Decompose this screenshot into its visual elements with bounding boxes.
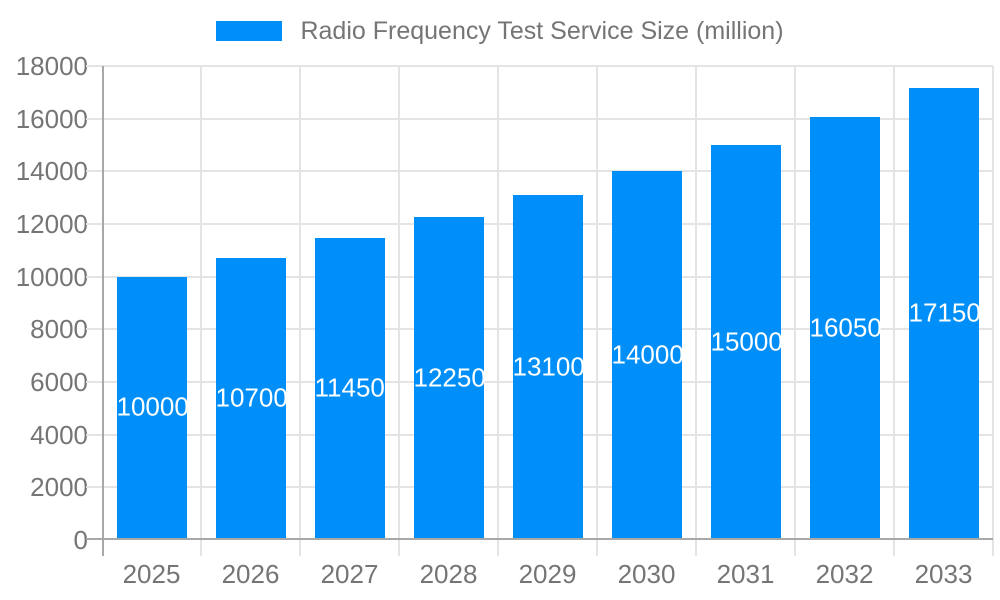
y-tick-label: 4000 <box>30 419 88 450</box>
bar-value-label: 17150 <box>908 297 981 328</box>
y-tick-label: 8000 <box>30 314 88 345</box>
bar-value-label: 11450 <box>314 372 385 403</box>
gridline-horizontal <box>86 65 993 67</box>
gridline-vertical <box>695 66 697 556</box>
x-tick-label: 2026 <box>221 559 280 589</box>
x-tick-label: 2028 <box>419 559 478 589</box>
bar-value-label: 14000 <box>611 339 684 370</box>
bar[interactable]: 16050 <box>809 117 882 538</box>
bar-value-label: 16050 <box>809 312 882 343</box>
y-tick-label: 2000 <box>30 472 88 503</box>
y-tick-label: 10000 <box>15 261 88 292</box>
x-tick-label: 2029 <box>518 559 577 589</box>
gridline-vertical <box>992 66 994 556</box>
x-tick-label: 2027 <box>320 559 379 589</box>
bar[interactable]: 11450 <box>314 238 385 538</box>
y-tick-label: 14000 <box>15 156 88 187</box>
x-axis-labels: 2025 2026 2027 2028 2029 2030 2031 2032 2033 <box>102 558 993 590</box>
x-tick-label: 2030 <box>617 559 676 589</box>
x-tick-label: 2032 <box>815 559 874 589</box>
x-axis-line <box>86 538 993 540</box>
bar-value-label: 12250 <box>413 362 486 393</box>
gridline-vertical <box>398 66 400 556</box>
bar-value-label: 10000 <box>116 391 189 422</box>
gridline-horizontal <box>86 117 993 120</box>
bar-value-label: 13100 <box>512 351 585 382</box>
bar[interactable]: 17150 <box>908 88 981 538</box>
bar[interactable]: 10000 <box>116 276 189 538</box>
plot-area: 10000 10700 11450 12250 13100 14000 15000 16050… <box>86 65 994 556</box>
gridline-vertical <box>200 66 202 556</box>
x-tick-label: 2033 <box>914 559 973 589</box>
gridline-vertical <box>893 66 895 556</box>
y-tick-label: 12000 <box>15 209 88 239</box>
legend-swatch-icon <box>216 21 283 41</box>
bar[interactable]: 12250 <box>413 217 486 538</box>
gridline-vertical <box>497 66 499 556</box>
y-axis-line <box>102 66 104 556</box>
gridline-vertical <box>299 66 301 556</box>
bar[interactable]: 14000 <box>611 171 684 538</box>
x-tick-label: 2031 <box>716 559 775 589</box>
bar[interactable]: 10700 <box>215 258 288 538</box>
gridline-horizontal <box>86 170 993 173</box>
y-tick-label: 16000 <box>15 103 88 134</box>
legend-label: Radio Frequency Test Service Size (milli… <box>300 17 784 45</box>
bar[interactable]: 13100 <box>512 195 585 538</box>
legend-item[interactable]: Radio Frequency Test Service Size (milli… <box>216 14 784 48</box>
bar[interactable]: 15000 <box>710 145 783 538</box>
y-tick-label: 6000 <box>30 367 88 397</box>
bar-value-label: 15000 <box>710 326 783 356</box>
y-axis-labels: 0 2000 4000 6000 8000 10000 12000 14000 16000 180… <box>0 53 88 553</box>
x-tick-label: 2025 <box>122 559 181 589</box>
legend: Radio Frequency Test Service Size (milli… <box>0 14 1000 48</box>
bar-value-label: 10700 <box>215 382 288 413</box>
gridline-vertical <box>794 66 796 556</box>
y-tick-label: 18000 <box>15 51 88 81</box>
gridline-vertical <box>596 66 598 556</box>
y-tick-label: 0 <box>73 525 88 555</box>
